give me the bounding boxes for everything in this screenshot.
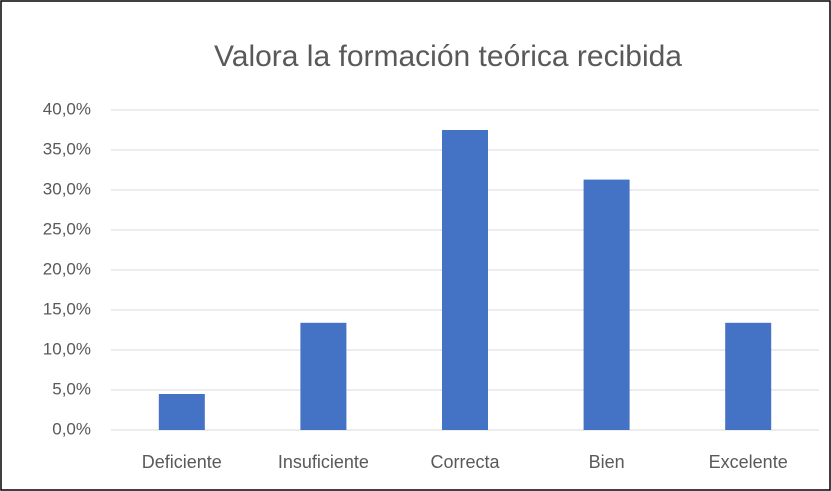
y-tick-label: 15,0%: [43, 299, 91, 318]
x-tick-label: Correcta: [430, 452, 500, 472]
y-tick-label: 5,0%: [52, 379, 91, 398]
y-tick-label: 10,0%: [43, 339, 91, 358]
x-tick-label: Excelente: [709, 452, 788, 472]
bar: [583, 179, 630, 430]
bar: [158, 394, 205, 430]
x-tick-label: Insuficiente: [278, 452, 369, 472]
y-tick-label: 0,0%: [52, 419, 91, 438]
y-tick-label: 30,0%: [43, 179, 91, 198]
y-tick-label: 40,0%: [43, 99, 91, 118]
y-tick-label: 20,0%: [43, 259, 91, 278]
x-tick-label: Deficiente: [142, 452, 222, 472]
bar: [725, 322, 772, 430]
bar: [442, 130, 488, 430]
y-tick-label: 25,0%: [43, 219, 91, 238]
y-tick-label: 35,0%: [43, 139, 91, 158]
bar: [300, 322, 347, 430]
x-tick-label: Bien: [589, 452, 625, 472]
chart-title: Valora la formación teórica recibida: [214, 40, 682, 73]
